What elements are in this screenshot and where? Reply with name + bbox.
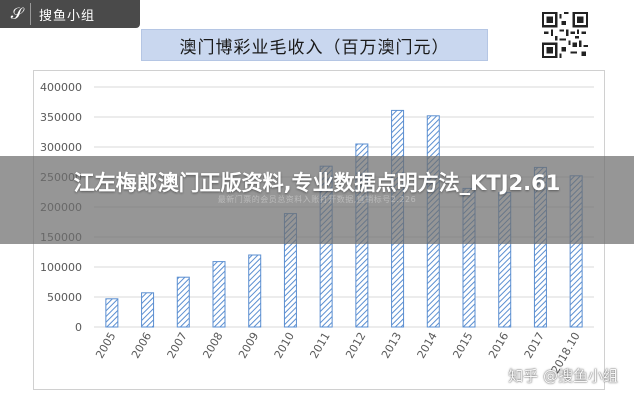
bar-2008 [212,261,226,328]
x-tick-label: 2011 [307,330,332,361]
logo-text: 搜鱼小组 [39,8,96,24]
y-tick-label: 300000 [40,141,82,154]
logo-mark-icon: 𝒮 [4,3,31,25]
overlay-subtitle: 最新门票的会员总资料入账打开数据,直销标号2.226 [217,195,417,204]
x-tick-label: 2017 [522,330,547,361]
chart-title: 澳门博彩业毛收入（百万澳门元） [141,29,488,61]
x-tick-label: 2007 [165,330,190,361]
x-tick-label: 2009 [236,330,261,361]
site-logo-badge: 𝒮 搜鱼小组 [0,0,140,28]
headline-overlay[interactable]: 最新门票的会员总资料入账打开数据,直销标号2.226 江左梅郎澳门正版资料,专业… [0,156,634,244]
x-tick-label: 2014 [415,330,440,361]
bar-2009 [248,254,262,328]
x-tick-label: 2016 [486,330,511,361]
y-tick-label: 400000 [40,81,82,94]
x-tick-label: 2012 [343,330,368,361]
x-tick-label: 2015 [450,330,475,361]
y-tick-label: 350000 [40,111,82,124]
overlay-headline: 江左梅郎澳门正版资料,专业数据点明方法_KTJ2.61 [73,171,561,195]
x-tick-label: 2010 [272,330,297,361]
x-tick-label: 2008 [200,330,225,361]
y-tick-label: 0 [75,321,82,334]
x-tick-label: 2006 [129,330,154,361]
x-tick-label: 2005 [93,330,118,361]
bar-2006 [141,292,155,328]
x-tick-label: 2013 [379,330,404,361]
y-tick-label: 50000 [47,291,82,304]
qr-code-icon [542,12,588,58]
bar-2005 [105,298,119,328]
bar-2007 [176,276,190,328]
y-tick-label: 100000 [40,261,82,274]
source-watermark: 知乎 @搜鱼小组 [508,367,618,385]
